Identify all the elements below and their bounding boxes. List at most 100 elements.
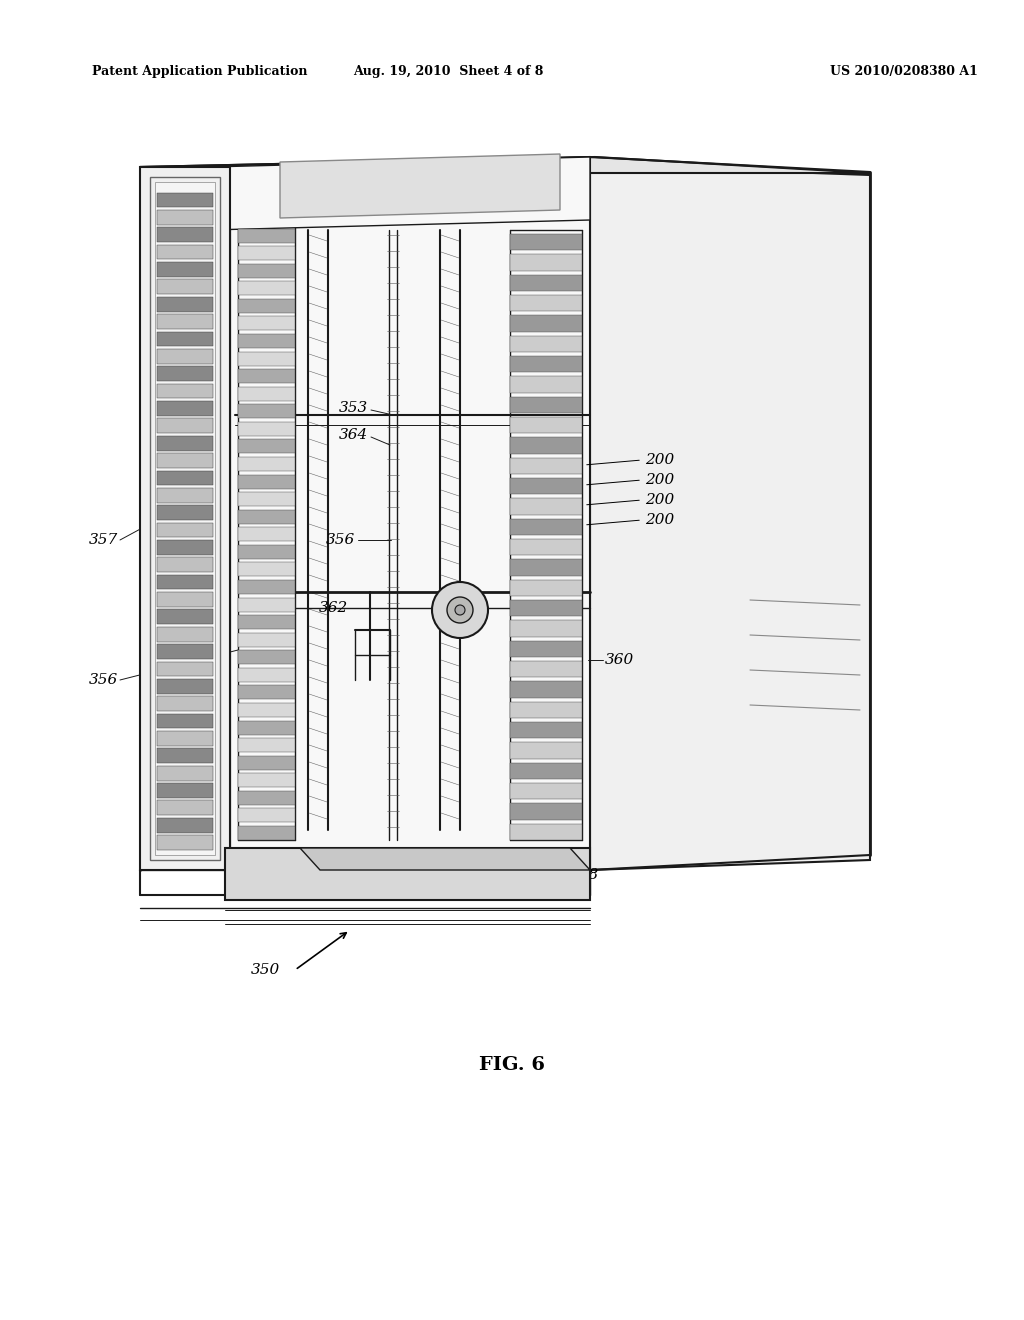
Bar [157, 436, 213, 450]
Bar [157, 401, 213, 416]
Bar [510, 804, 582, 820]
Bar [238, 281, 295, 296]
Bar [157, 818, 213, 833]
Text: Patent Application Publication: Patent Application Publication [92, 66, 307, 78]
Bar [157, 488, 213, 503]
Bar [238, 457, 295, 471]
Bar [238, 632, 295, 647]
Bar [157, 783, 213, 797]
Bar [238, 264, 295, 277]
Bar [510, 742, 582, 759]
Text: 350: 350 [251, 964, 280, 977]
Bar [238, 755, 295, 770]
Bar [157, 263, 213, 277]
Bar [510, 255, 582, 271]
Bar [510, 499, 582, 515]
Text: 356: 356 [326, 533, 355, 546]
Text: 360: 360 [605, 653, 634, 667]
Text: 200: 200 [645, 492, 674, 507]
Bar [510, 620, 582, 636]
Bar [238, 404, 295, 418]
Circle shape [432, 582, 488, 638]
Bar [510, 335, 582, 352]
Bar [510, 478, 582, 494]
Bar [510, 397, 582, 413]
Text: 356: 356 [89, 673, 118, 686]
Text: 358: 358 [570, 869, 599, 882]
Bar [157, 714, 213, 729]
Polygon shape [140, 168, 230, 870]
Bar [157, 193, 213, 207]
Bar [238, 545, 295, 558]
Bar [510, 519, 582, 535]
Bar [510, 681, 582, 698]
Bar [510, 763, 582, 779]
Bar [238, 298, 295, 313]
Bar [238, 615, 295, 630]
Bar [238, 808, 295, 822]
Text: FIG. 6: FIG. 6 [479, 1056, 545, 1074]
Bar [238, 721, 295, 734]
Bar [510, 417, 582, 433]
Bar [510, 661, 582, 677]
Bar [238, 370, 295, 383]
Circle shape [447, 597, 473, 623]
Bar [157, 696, 213, 711]
Bar [238, 510, 295, 524]
Text: 364: 364 [339, 428, 368, 442]
Bar [238, 598, 295, 611]
Bar [157, 453, 213, 467]
Bar [238, 651, 295, 664]
Bar [157, 331, 213, 346]
Bar [157, 366, 213, 381]
Bar [238, 492, 295, 506]
Bar [510, 234, 582, 251]
Bar [510, 601, 582, 616]
Bar [157, 593, 213, 607]
Polygon shape [280, 154, 560, 218]
Bar [157, 348, 213, 364]
Bar [157, 678, 213, 694]
Bar [157, 661, 213, 676]
Polygon shape [590, 165, 870, 870]
Bar [157, 506, 213, 520]
Bar [238, 774, 295, 787]
Bar [238, 562, 295, 577]
Polygon shape [300, 847, 590, 870]
Text: US 2010/0208380 A1: US 2010/0208380 A1 [830, 66, 978, 78]
Bar [238, 527, 295, 541]
Bar [157, 280, 213, 294]
Bar [157, 314, 213, 329]
Polygon shape [230, 157, 590, 870]
Bar [157, 540, 213, 554]
Bar [157, 418, 213, 433]
Bar [510, 560, 582, 576]
Bar [157, 766, 213, 780]
Circle shape [455, 605, 465, 615]
Bar [510, 640, 582, 657]
Bar [157, 297, 213, 312]
Bar [510, 275, 582, 290]
Bar [238, 791, 295, 805]
Text: 357: 357 [89, 533, 118, 546]
Bar [157, 244, 213, 260]
Bar [238, 474, 295, 488]
Bar [157, 470, 213, 486]
Polygon shape [155, 182, 215, 855]
Bar [157, 627, 213, 642]
Bar [510, 437, 582, 454]
Bar [510, 722, 582, 738]
Bar [157, 574, 213, 590]
Bar [238, 440, 295, 454]
Bar [238, 317, 295, 330]
Text: 200: 200 [645, 453, 674, 467]
Bar [238, 668, 295, 682]
Text: 362: 362 [318, 601, 348, 615]
Text: 353: 353 [339, 401, 368, 414]
Bar [238, 246, 295, 260]
Bar [157, 227, 213, 242]
Bar [510, 702, 582, 718]
Text: Aug. 19, 2010  Sheet 4 of 8: Aug. 19, 2010 Sheet 4 of 8 [353, 66, 543, 78]
Polygon shape [225, 847, 590, 900]
Bar [238, 351, 295, 366]
